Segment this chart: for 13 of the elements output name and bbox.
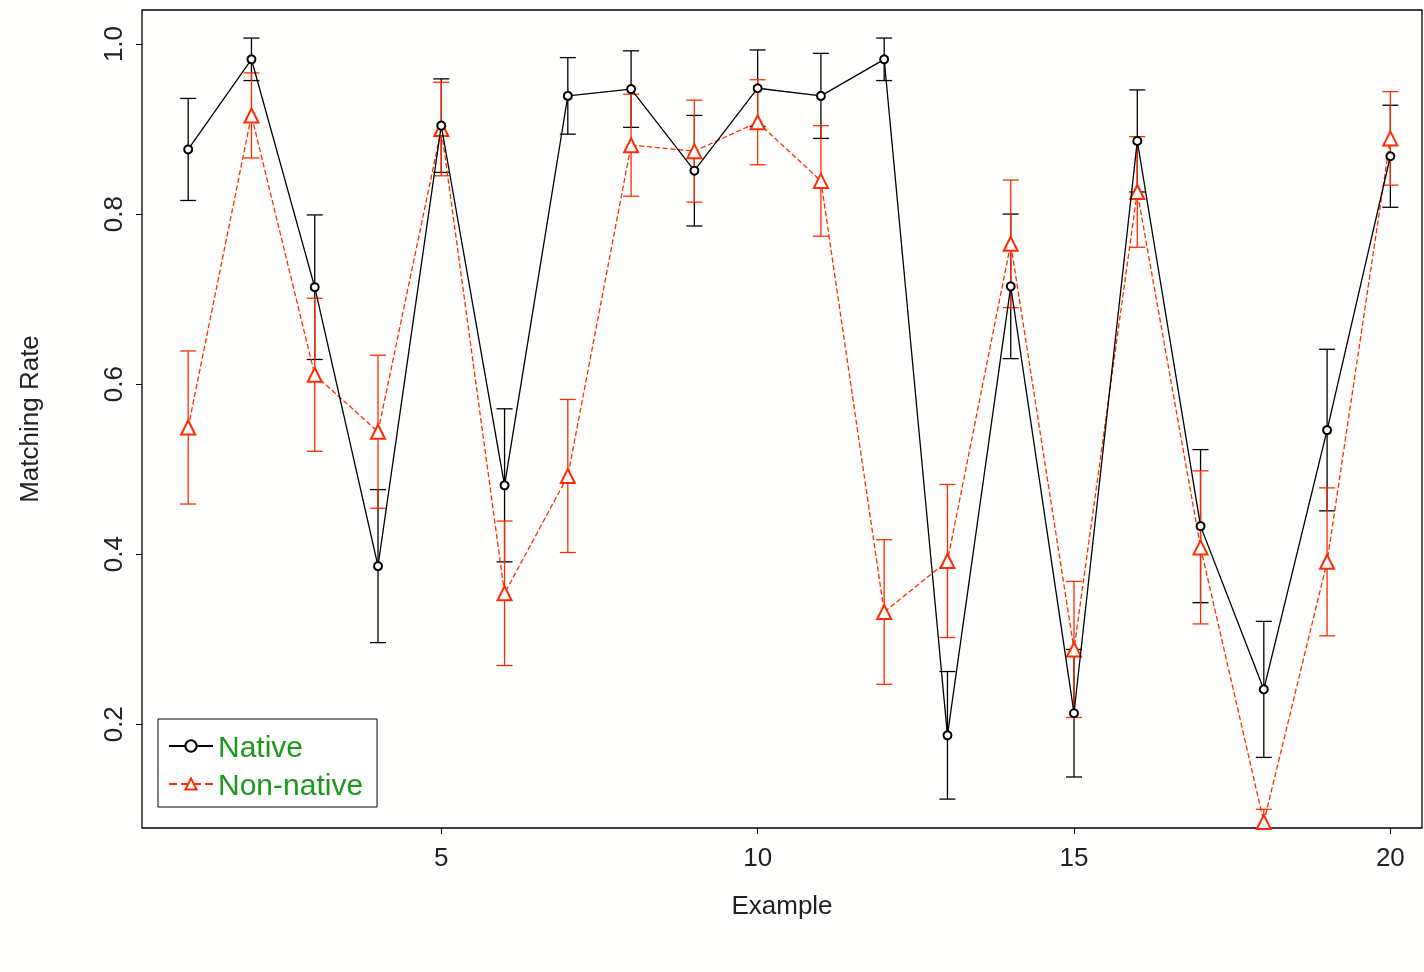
x-tick-label: 5	[434, 842, 449, 872]
y-tick-label: 1.0	[98, 25, 128, 63]
y-axis-title: Matching Rate	[14, 335, 44, 503]
x-tick-label: 15	[1059, 842, 1089, 872]
x-tick-label: 10	[743, 842, 773, 872]
x-tick-label: 20	[1375, 842, 1405, 872]
y-tick-label: 0.8	[98, 196, 128, 233]
y-tick-label: 0.2	[98, 706, 128, 743]
legend-label: Non-native	[218, 767, 364, 801]
y-tick-label: 0.4	[98, 536, 128, 573]
legend-label: Native	[218, 729, 304, 763]
x-axis-title: Example	[731, 890, 833, 920]
y-tick-label: 0.6	[98, 366, 128, 403]
